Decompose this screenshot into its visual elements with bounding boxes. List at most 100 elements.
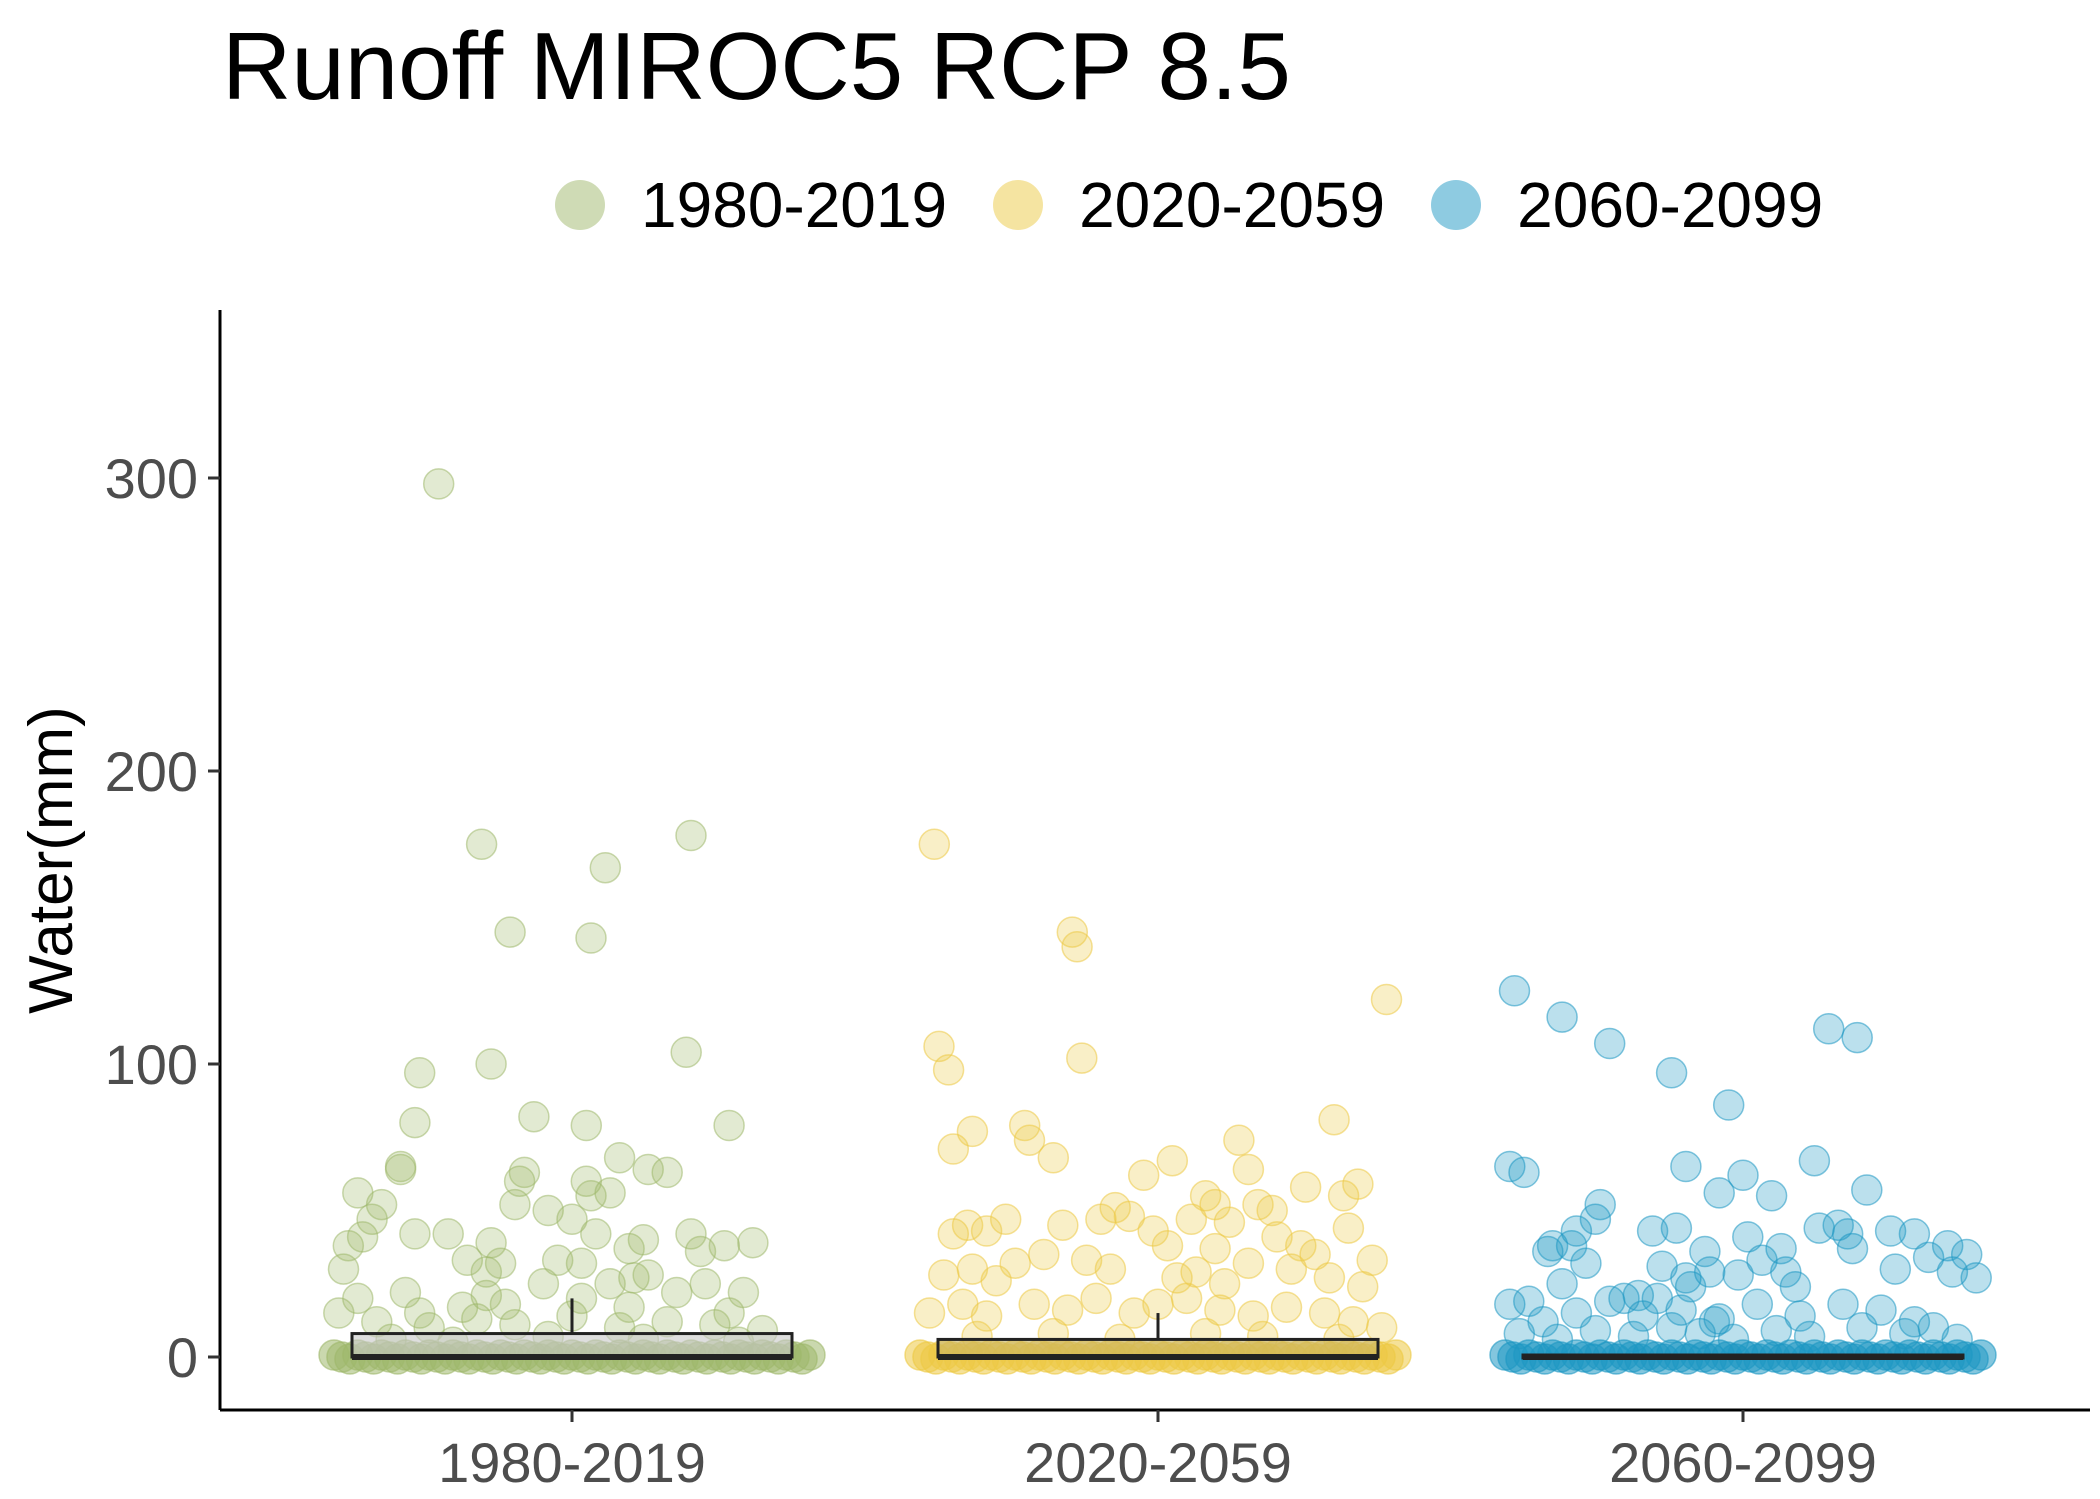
- data-point-2060-2099: [1851, 1174, 1883, 1206]
- y-tick-label-0: 0: [167, 1326, 198, 1389]
- data-point-2060-2099: [1803, 1212, 1835, 1244]
- data-point-2060-2099: [1712, 1089, 1745, 1121]
- data-point-2020-2059: [1127, 1159, 1160, 1192]
- data-point-2060-2099: [1536, 1229, 1569, 1262]
- data-point-2060-2099: [1498, 975, 1531, 1007]
- data-point-2060-2099: [1936, 1256, 1969, 1288]
- data-point-2060-2099: [1698, 1306, 1731, 1338]
- data-point-2060-2099: [1703, 1177, 1735, 1209]
- data-point-2020-2059: [956, 1115, 989, 1148]
- data-point-2060-2099: [1655, 1311, 1688, 1344]
- data-point-2020-2059: [1204, 1294, 1236, 1326]
- data-point-2060-2099: [1722, 1259, 1754, 1291]
- data-point-2060-2099: [1617, 1320, 1650, 1353]
- data-point-2020-2059: [1332, 1212, 1365, 1244]
- y-tick-label-300: 300: [105, 447, 198, 510]
- data-point-1980-2019: [503, 1165, 536, 1197]
- data-point-2060-2099: [1670, 1150, 1702, 1183]
- data-point-2020-2059: [918, 828, 951, 861]
- x-tick-label-2020-2059: 2020-2059: [1024, 1431, 1292, 1494]
- data-point-1980-2019: [541, 1244, 574, 1277]
- data-point-1980-2019: [470, 1279, 503, 1312]
- zero-point-2060-2099: [1965, 1339, 1997, 1371]
- data-point-2060-2099: [1741, 1288, 1774, 1321]
- data-point-2060-2099: [1812, 1013, 1845, 1045]
- data-point-1980-2019: [399, 1106, 431, 1139]
- data-point-1980-2019: [675, 1218, 707, 1250]
- data-point-1980-2019: [451, 1244, 484, 1277]
- data-point-2060-2099: [1912, 1241, 1945, 1274]
- data-point-1980-2019: [580, 1218, 612, 1250]
- y-tick-label-100: 100: [105, 1033, 198, 1096]
- data-point-2060-2099: [1532, 1235, 1564, 1268]
- data-point-1980-2019: [632, 1153, 664, 1186]
- points-layer: [318, 468, 1997, 1375]
- data-point-2060-2099: [1898, 1218, 1931, 1250]
- axis-layer: 0 100 200 300 1980-2019 2020-2059 2060-2099: [105, 310, 2090, 1494]
- data-point-1980-2019: [594, 1268, 626, 1300]
- data-point-2060-2099: [1827, 1288, 1859, 1321]
- data-point-1980-2019: [356, 1203, 388, 1236]
- data-point-2020-2059: [1223, 1124, 1255, 1156]
- data-point-2020-2059: [923, 1030, 955, 1063]
- data-point-2020-2059: [1066, 1042, 1098, 1074]
- data-point-1980-2019: [461, 1303, 493, 1335]
- data-point-1980-2019: [589, 851, 622, 884]
- data-point-2060-2099: [1732, 1221, 1764, 1253]
- data-point-1980-2019: [494, 916, 526, 948]
- data-point-2020-2059: [1237, 1300, 1269, 1332]
- data-point-1980-2019: [565, 1247, 598, 1279]
- data-point-2020-2059: [1289, 1171, 1322, 1203]
- data-point-1980-2019: [684, 1235, 717, 1268]
- data-point-2020-2059: [1299, 1238, 1331, 1271]
- data-point-2060-2099: [1755, 1180, 1788, 1212]
- x-tick-label-1980-2019: 1980-2019: [438, 1431, 706, 1494]
- data-point-1980-2019: [575, 922, 607, 954]
- x-tick-label-2060-2099: 2060-2099: [1609, 1431, 1877, 1494]
- data-point-2060-2099: [1655, 1057, 1688, 1089]
- data-point-2020-2059: [1346, 1270, 1379, 1303]
- data-point-1980-2019: [432, 1218, 464, 1250]
- data-point-1980-2019: [489, 1288, 522, 1321]
- legend-item-1980-2019: 1980-2019: [555, 168, 947, 242]
- data-point-2020-2059: [970, 1215, 1003, 1247]
- data-point-1980-2019: [384, 1153, 417, 1186]
- box-1980-2019: [350, 1332, 794, 1359]
- data-point-2060-2099: [1503, 1317, 1536, 1350]
- data-point-2020-2059: [1013, 1124, 1046, 1156]
- data-point-2020-2059: [1161, 1262, 1193, 1294]
- data-point-2060-2099: [1570, 1247, 1602, 1279]
- data-point-2060-2099: [1793, 1320, 1826, 1353]
- data-point-1980-2019: [532, 1194, 564, 1227]
- data-point-2020-2059: [932, 1054, 965, 1086]
- data-point-2020-2059: [989, 1203, 1022, 1236]
- data-point-2020-2059: [1151, 1229, 1184, 1262]
- data-point-2060-2099: [1670, 1262, 1702, 1294]
- data-point-1980-2019: [737, 1226, 769, 1259]
- data-point-2020-2059: [1370, 983, 1403, 1016]
- data-point-2020-2059: [1175, 1203, 1208, 1236]
- data-point-2020-2059: [1199, 1232, 1231, 1265]
- data-point-2020-2059: [1356, 1244, 1388, 1277]
- box-layer: [350, 1298, 1965, 1360]
- data-point-2020-2059: [1051, 1294, 1084, 1326]
- data-point-1980-2019: [708, 1229, 741, 1262]
- data-point-2020-2059: [1261, 1221, 1293, 1253]
- legend-item-2060-2099: 2060-2099: [1431, 168, 1823, 242]
- y-axis-label: Water(mm): [17, 706, 86, 1014]
- data-point-2060-2099: [1798, 1144, 1831, 1177]
- data-point-2020-2059: [1113, 1200, 1146, 1233]
- data-point-1980-2019: [403, 1057, 436, 1089]
- legend-label-1980-2019: 1980-2019: [641, 169, 948, 241]
- data-point-1980-2019: [613, 1291, 645, 1323]
- data-point-1980-2019: [323, 1297, 355, 1329]
- data-point-1980-2019: [475, 1048, 507, 1080]
- data-point-1980-2019: [660, 1276, 693, 1309]
- data-point-2060-2099: [1874, 1215, 1907, 1247]
- data-point-2020-2059: [1085, 1203, 1117, 1236]
- data-point-2060-2099: [1960, 1262, 1992, 1294]
- data-point-1980-2019: [575, 1180, 607, 1212]
- data-point-2020-2059: [1180, 1256, 1212, 1288]
- legend-item-2020-2059: 2020-2059: [993, 168, 1385, 242]
